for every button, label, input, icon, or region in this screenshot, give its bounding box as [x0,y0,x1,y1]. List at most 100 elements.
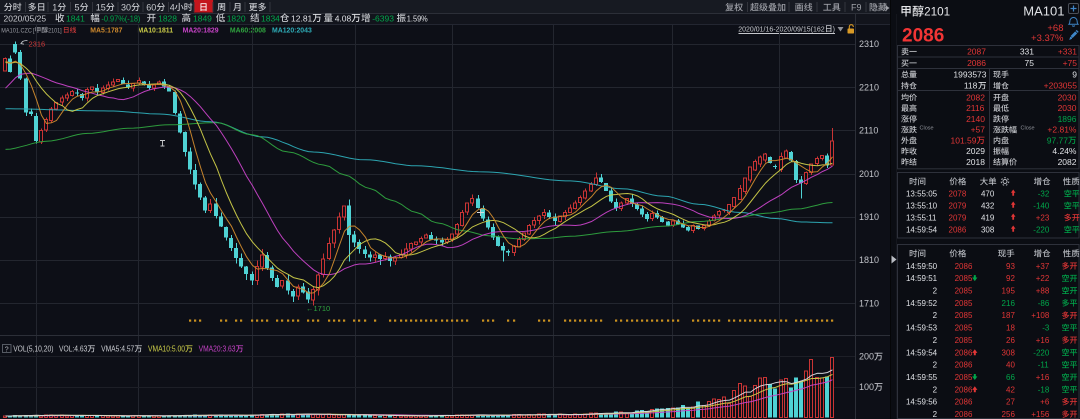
svg-text:+108: +108 [1031,311,1050,320]
svg-text:2020/01/16-2020/09/15(162: 2020/01/16-2020/09/15(162 [738,27,825,34]
svg-text:-11: -11 [1038,361,1050,370]
svg-text:+6: +6 [1040,398,1050,407]
svg-text:187: 187 [1002,311,1016,320]
svg-text:2030: 2030 [1058,92,1077,102]
svg-text:1810: 1810 [859,255,879,265]
svg-text:2086: 2086 [955,385,973,394]
svg-text:2082: 2082 [966,92,985,102]
svg-text:2086: 2086 [955,398,973,407]
svg-text:MA120:2043: MA120:2043 [272,25,312,34]
svg-text:1: 1 [52,2,57,12]
svg-text:14:59:51: 14:59:51 [906,274,938,283]
svg-text:1910: 1910 [859,212,879,222]
svg-text:216: 216 [1002,299,1016,308]
svg-text:-0.97%(-18): -0.97%(-18) [101,14,140,24]
svg-text:40: 40 [1006,361,1015,370]
svg-text:2085: 2085 [955,274,973,283]
svg-text:30: 30 [121,2,131,12]
svg-text:+203055: +203055 [1044,81,1078,91]
svg-text:-220: -220 [1033,226,1050,235]
svg-text:2: 2 [933,410,938,419]
svg-text:+16: +16 [1036,373,1050,382]
svg-text:-86: -86 [1038,299,1050,308]
svg-text:1710: 1710 [859,298,879,308]
svg-text:[: [ [33,27,35,35]
svg-text:2030: 2030 [1058,103,1077,113]
svg-text:2086: 2086 [955,262,973,271]
svg-text:+331: +331 [1058,47,1077,57]
svg-text:97.77: 97.77 [1047,135,1069,145]
svg-text:4: 4 [170,2,175,12]
svg-text:+3.37%: +3.37% [1031,33,1064,44]
svg-text:2085: 2085 [955,373,973,382]
svg-text:12.81: 12.81 [291,13,313,23]
svg-text:+22: +22 [1036,274,1050,283]
svg-text:MA10:1811: MA10:1811 [138,25,174,34]
svg-text:+23: +23 [1036,214,1050,223]
svg-text:92: 92 [1006,274,1015,283]
svg-text:2085: 2085 [955,287,973,296]
svg-text:-18: -18 [1038,385,1050,394]
svg-text:1849: 1849 [193,13,212,23]
svg-text:42: 42 [1006,385,1015,394]
svg-text:+16: +16 [1036,336,1050,345]
svg-text:+75: +75 [1063,58,1078,68]
svg-text:+156: +156 [1031,410,1050,419]
svg-text:432: 432 [981,202,995,211]
svg-text:2210: 2210 [859,82,879,92]
svg-text:←1710: ←1710 [306,304,330,313]
svg-text:100: 100 [859,382,874,392]
svg-text:-6393: -6393 [372,13,394,23]
svg-text:VMA20:3.63: VMA20:3.63 [199,344,236,354]
svg-text:1834: 1834 [261,13,280,23]
svg-text:75: 75 [1025,58,1035,68]
svg-text:2085: 2085 [955,324,973,333]
svg-text:-140: -140 [1033,202,1050,211]
svg-text:1.59%: 1.59% [407,14,428,24]
svg-text:470: 470 [981,190,995,199]
svg-text:14:59:55: 14:59:55 [906,373,938,382]
svg-text:200: 200 [859,352,874,362]
svg-text:14:59:54: 14:59:54 [906,348,938,357]
svg-text:+88: +88 [1036,287,1050,296]
svg-text:18: 18 [1006,324,1015,333]
svg-text:13:55:05: 13:55:05 [906,190,938,199]
svg-text:14:59:50: 14:59:50 [906,262,938,271]
svg-text:118: 118 [964,81,978,91]
svg-text:2101: 2101 [924,6,950,19]
svg-text:256: 256 [1002,410,1016,419]
svg-text:2085: 2085 [955,311,973,320]
svg-text:2: 2 [933,361,938,370]
svg-text:2078: 2078 [949,190,967,199]
svg-text:VMA10:5.00: VMA10:5.00 [148,344,185,354]
svg-text:9: 9 [1072,69,1077,79]
svg-text:MA101.CZC: MA101.CZC [1,27,32,35]
svg-text:14:59:53: 14:59:53 [906,324,938,333]
svg-text:2316: 2316 [29,39,46,48]
svg-text:1993573: 1993573 [953,69,986,79]
svg-text:2082: 2082 [1058,157,1077,167]
svg-text:26: 26 [1006,336,1015,345]
svg-text:Close: Close [920,125,934,131]
svg-text:1828: 1828 [158,13,177,23]
svg-text:2085: 2085 [955,336,973,345]
svg-text:14:59:52: 14:59:52 [906,299,938,308]
svg-text:MA101: MA101 [1023,4,1064,19]
svg-text:2086: 2086 [955,348,973,357]
svg-text:2086: 2086 [955,361,973,370]
svg-text:4.24%: 4.24% [1052,146,1077,156]
svg-text:14:59:54: 14:59:54 [906,226,938,235]
svg-text:2: 2 [933,311,938,320]
svg-text:2020/05/25: 2020/05/25 [4,13,47,23]
svg-text:13:55:11: 13:55:11 [906,214,937,223]
svg-text:?: ? [5,346,9,353]
svg-text:2029: 2029 [966,146,985,156]
svg-text:2079: 2079 [949,202,967,211]
svg-text:308: 308 [981,226,995,235]
svg-text:2: 2 [933,385,938,394]
svg-text:2086: 2086 [949,226,967,235]
svg-text:419: 419 [981,214,995,223]
svg-text:1896: 1896 [1058,114,1077,124]
svg-text:VOL(5,10,20): VOL(5,10,20) [13,344,53,354]
svg-text:2116: 2116 [966,103,985,113]
